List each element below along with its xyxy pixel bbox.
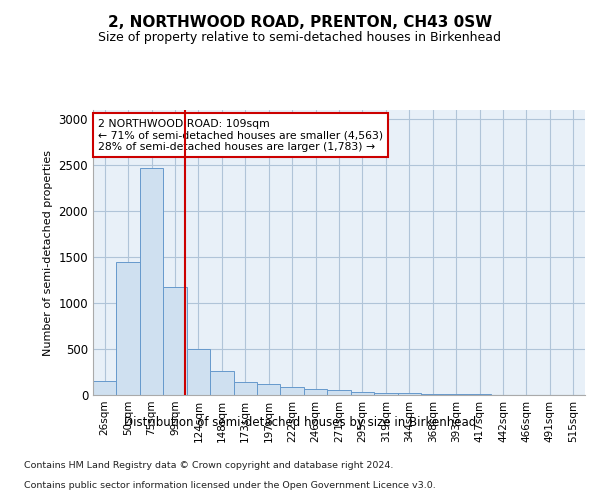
Bar bbox=[398, 393, 421, 395]
Bar bbox=[233, 382, 257, 395]
Text: Size of property relative to semi-detached houses in Birkenhead: Size of property relative to semi-detach… bbox=[98, 31, 502, 44]
Text: Contains public sector information licensed under the Open Government Licence v3: Contains public sector information licen… bbox=[24, 480, 436, 490]
Bar bbox=[280, 386, 304, 395]
Bar bbox=[187, 349, 210, 395]
Bar bbox=[210, 371, 233, 395]
Bar bbox=[304, 390, 327, 395]
Text: Contains HM Land Registry data © Crown copyright and database right 2024.: Contains HM Land Registry data © Crown c… bbox=[24, 462, 394, 470]
Bar bbox=[445, 394, 468, 395]
Bar bbox=[116, 262, 140, 395]
Bar bbox=[374, 392, 398, 395]
Bar bbox=[468, 394, 491, 395]
Bar bbox=[93, 381, 116, 395]
Bar bbox=[327, 390, 351, 395]
Text: 2 NORTHWOOD ROAD: 109sqm
← 71% of semi-detached houses are smaller (4,563)
28% o: 2 NORTHWOOD ROAD: 109sqm ← 71% of semi-d… bbox=[98, 118, 383, 152]
Y-axis label: Number of semi-detached properties: Number of semi-detached properties bbox=[43, 150, 53, 356]
Text: Distribution of semi-detached houses by size in Birkenhead: Distribution of semi-detached houses by … bbox=[124, 416, 476, 429]
Text: 2, NORTHWOOD ROAD, PRENTON, CH43 0SW: 2, NORTHWOOD ROAD, PRENTON, CH43 0SW bbox=[108, 15, 492, 30]
Bar bbox=[140, 168, 163, 395]
Bar bbox=[421, 394, 445, 395]
Bar bbox=[163, 288, 187, 395]
Bar bbox=[351, 392, 374, 395]
Bar bbox=[257, 384, 280, 395]
